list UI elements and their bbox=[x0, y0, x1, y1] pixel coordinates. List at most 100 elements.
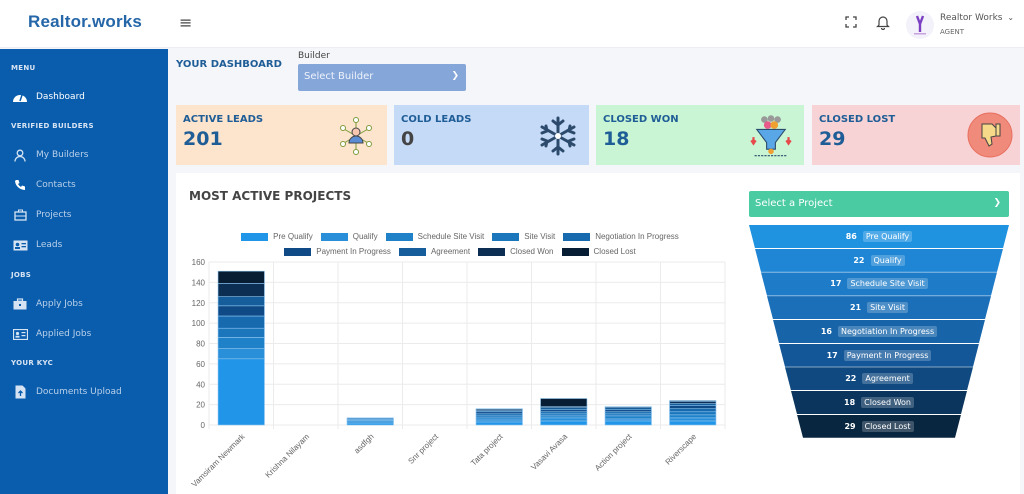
legend-item[interactable]: Closed Lost bbox=[561, 247, 636, 256]
app-logo[interactable]: Realtor.works bbox=[28, 12, 143, 31]
funnel-stage-value: 21 bbox=[849, 303, 862, 313]
card-value: 29 bbox=[819, 128, 846, 150]
legend-swatch bbox=[561, 247, 589, 256]
sidebar-item-label: Apply Jobs bbox=[36, 299, 83, 309]
funnel-stage[interactable]: 17 Payment In Progress bbox=[779, 344, 979, 367]
file-upload-icon bbox=[12, 385, 28, 399]
legend-swatch bbox=[385, 232, 413, 241]
user-menu[interactable]: Realtor Works ⌄ bbox=[940, 13, 1014, 23]
bar-segment bbox=[669, 417, 717, 422]
bar-segment bbox=[604, 418, 652, 422]
briefcase-icon bbox=[12, 208, 28, 222]
funnel-stage-value: 22 bbox=[845, 374, 857, 384]
legend-item[interactable]: Negotiation In Progress bbox=[563, 232, 679, 241]
legend-label: Closed Lost bbox=[593, 247, 636, 256]
sidebar-item-label: Applied Jobs bbox=[36, 329, 92, 339]
funnel-stage[interactable]: 22 Qualify bbox=[755, 249, 1003, 272]
bar-segment bbox=[540, 411, 588, 415]
chevron-down-icon: ❯ bbox=[451, 71, 459, 81]
legend-item[interactable]: Schedule Site Visit bbox=[385, 232, 484, 241]
legend-item[interactable]: Pre Qualify bbox=[241, 232, 313, 241]
legend-label: Site Visit bbox=[524, 232, 556, 241]
legend-item[interactable]: Site Visit bbox=[492, 232, 555, 241]
funnel-stage-value: 29 bbox=[844, 421, 856, 431]
legend-item[interactable]: Qualify bbox=[320, 232, 378, 241]
funnel-stage[interactable]: 18 Closed Won bbox=[791, 391, 967, 414]
bar-segment bbox=[217, 296, 265, 307]
fullscreen-icon[interactable] bbox=[845, 16, 857, 28]
funnel-stage[interactable]: 17 Schedule Site Visit bbox=[761, 272, 997, 295]
funnel-stage[interactable]: 22 Agreement bbox=[785, 367, 973, 390]
bar-segment bbox=[604, 409, 652, 413]
bar-segment bbox=[604, 411, 652, 415]
sidebar-heading-your-kyc: YOUR KYC bbox=[11, 359, 54, 367]
bar-segment bbox=[604, 413, 652, 417]
sidebar: MENU Dashboard VERIFIED BUILDERS My Buil… bbox=[0, 49, 168, 494]
y-tick-label: 20 bbox=[196, 401, 205, 410]
closed-won-card[interactable]: CLOSED WON 18 bbox=[596, 105, 804, 165]
funnel-stage-value: 18 bbox=[844, 397, 856, 407]
bar-segment bbox=[540, 398, 588, 407]
sidebar-item-applied-jobs[interactable]: Applied Jobs bbox=[12, 324, 162, 344]
x-tick-label: Tata project bbox=[469, 432, 505, 468]
bell-icon[interactable] bbox=[876, 14, 890, 30]
funnel-stage-value: 86 bbox=[845, 232, 857, 242]
sidebar-item-label: Leads bbox=[36, 240, 63, 250]
chevron-down-icon: ⌄ bbox=[1007, 13, 1015, 22]
bar-segment bbox=[604, 420, 652, 426]
funnel-stage-value: 16 bbox=[820, 326, 832, 336]
sidebar-heading-jobs: JOBS bbox=[11, 271, 32, 279]
funnel-stage-label: Negotiation In Progress bbox=[838, 326, 937, 337]
x-tick-label: Snr project bbox=[406, 432, 440, 466]
sidebar-item-contacts[interactable]: Contacts bbox=[12, 175, 162, 195]
network-people-icon bbox=[340, 117, 372, 155]
legend-item[interactable]: Closed Won bbox=[478, 247, 554, 256]
sidebar-item-apply-jobs[interactable]: Apply Jobs bbox=[12, 294, 162, 314]
legend-item[interactable]: Agreement bbox=[398, 247, 470, 256]
funnel-stage-label: Site Visit bbox=[867, 302, 908, 313]
builder-select[interactable]: Select Builder ❯ bbox=[298, 64, 466, 91]
bar-segment bbox=[604, 407, 652, 411]
bar-segment bbox=[217, 270, 265, 284]
legend-swatch bbox=[398, 247, 426, 256]
funnel-people-icon bbox=[750, 115, 792, 157]
sidebar-item-my-builders[interactable]: My Builders bbox=[12, 145, 162, 165]
funnel-stage[interactable]: 29 Closed Lost bbox=[797, 415, 961, 438]
bar-segment bbox=[217, 358, 265, 426]
sidebar-item-documents-upload[interactable]: Documents Upload bbox=[12, 382, 162, 402]
legend-label: Payment In Progress bbox=[316, 247, 391, 256]
closed-lost-card[interactable]: CLOSED LOST 29 bbox=[812, 105, 1020, 165]
builder-select-value: Select Builder bbox=[304, 71, 374, 82]
sidebar-item-label: Dashboard bbox=[36, 92, 85, 102]
legend-item[interactable]: Payment In Progress bbox=[284, 247, 391, 256]
bar-segment bbox=[669, 408, 717, 413]
project-select[interactable]: Select a Project ❯ bbox=[749, 191, 1009, 217]
funnel-stage-label: Schedule Site Visit bbox=[847, 278, 927, 289]
funnel-stage[interactable]: 21 Site Visit bbox=[767, 296, 991, 319]
project-select-value: Select a Project bbox=[755, 198, 833, 209]
sidebar-item-leads[interactable]: Leads bbox=[12, 235, 162, 255]
x-tick-label: Vasavi Avasa bbox=[529, 432, 569, 472]
sidebar-item-dashboard[interactable]: Dashboard bbox=[12, 87, 162, 107]
y-tick-label: 120 bbox=[192, 299, 206, 308]
active-leads-card[interactable]: ACTIVE LEADS 201 bbox=[176, 105, 387, 165]
sidebar-heading-menu: MENU bbox=[11, 64, 36, 72]
bar-segment bbox=[346, 422, 394, 426]
y-tick-label: 140 bbox=[192, 278, 206, 287]
user-role: AGENT bbox=[940, 28, 965, 36]
x-tick-label: Vamsiram Newmark bbox=[190, 431, 248, 489]
funnel-stage-value: 17 bbox=[826, 350, 838, 360]
bar-segment bbox=[475, 413, 523, 417]
sidebar-item-projects[interactable]: Projects bbox=[12, 205, 162, 225]
funnel-stage[interactable]: 86 Pre Qualify bbox=[749, 225, 1009, 248]
funnel-stage[interactable]: 16 Negotiation In Progress bbox=[773, 320, 985, 343]
x-tick-label: asdfgh bbox=[352, 432, 375, 455]
funnel-stage-label: Qualify bbox=[871, 255, 905, 266]
hamburger-icon[interactable]: ≡ bbox=[179, 13, 193, 32]
cold-leads-card[interactable]: COLD LEADS 0 bbox=[394, 105, 589, 165]
bar-segment bbox=[540, 415, 588, 419]
avatar[interactable] bbox=[906, 11, 934, 39]
legend-label: Negotiation In Progress bbox=[595, 232, 679, 241]
sidebar-item-label: Projects bbox=[36, 210, 72, 220]
thumbs-down-icon bbox=[967, 112, 1013, 158]
